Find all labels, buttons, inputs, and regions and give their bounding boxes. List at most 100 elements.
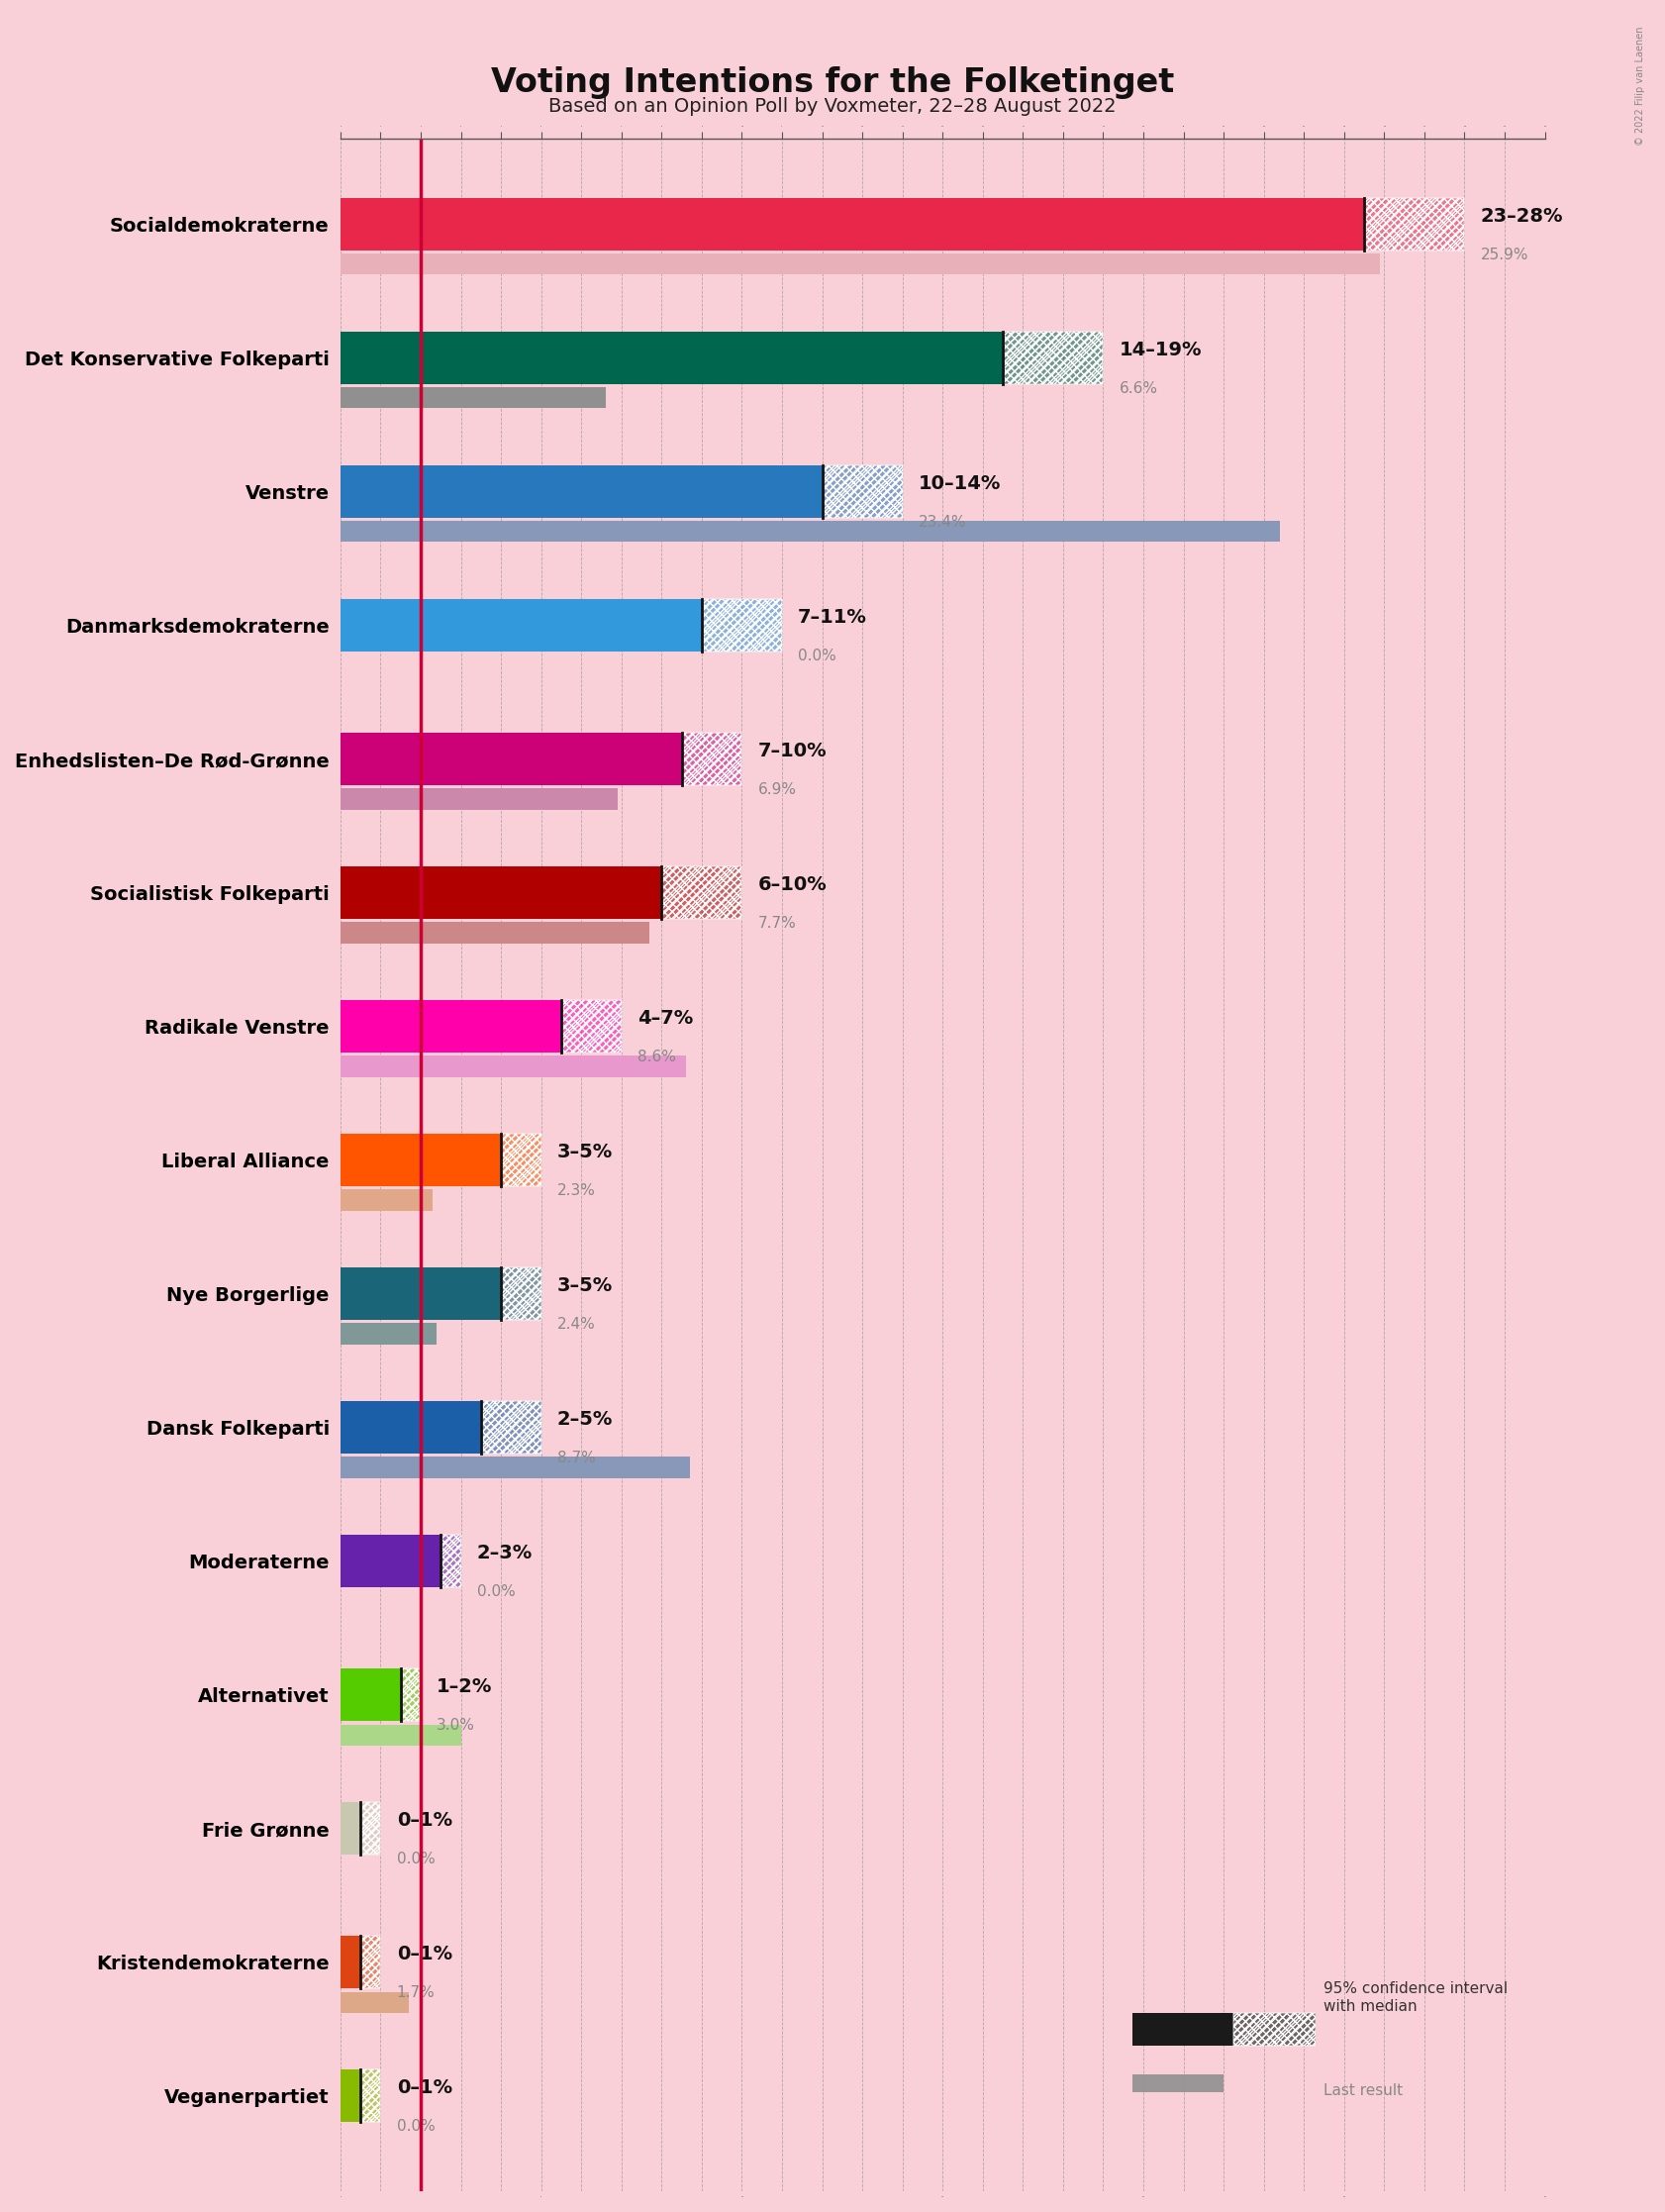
- Bar: [401, 1668, 421, 1721]
- Text: 1–2%: 1–2%: [436, 1677, 493, 1697]
- Bar: [360, 1803, 381, 1854]
- Text: 4–7%: 4–7%: [638, 1009, 693, 1029]
- Text: 0.0%: 0.0%: [396, 2119, 435, 2135]
- Bar: [1364, 197, 1465, 250]
- Bar: [1132, 2013, 1232, 2046]
- Bar: [401, 1668, 421, 1721]
- Text: 8.7%: 8.7%: [558, 1451, 596, 1464]
- Text: 3–5%: 3–5%: [558, 1144, 613, 1161]
- Bar: [340, 1055, 686, 1077]
- Bar: [1002, 332, 1104, 385]
- Text: 2–5%: 2–5%: [558, 1411, 613, 1429]
- Bar: [681, 732, 743, 785]
- Bar: [661, 867, 743, 918]
- Bar: [441, 1535, 461, 1588]
- Bar: [360, 2070, 381, 2121]
- Text: 6.6%: 6.6%: [1119, 380, 1157, 396]
- Bar: [1364, 197, 1465, 250]
- Bar: [401, 1668, 421, 1721]
- Bar: [501, 1135, 541, 1186]
- Bar: [340, 2070, 360, 2121]
- Bar: [501, 1267, 541, 1321]
- Bar: [360, 1936, 381, 1989]
- Bar: [340, 1535, 441, 1588]
- Bar: [340, 197, 1364, 250]
- Text: 0.0%: 0.0%: [396, 1851, 435, 1867]
- Bar: [1002, 332, 1104, 385]
- Bar: [360, 1803, 381, 1854]
- Bar: [823, 465, 902, 518]
- Text: 23.4%: 23.4%: [919, 515, 966, 529]
- Bar: [501, 1135, 541, 1186]
- Text: 8.6%: 8.6%: [638, 1048, 676, 1064]
- Text: 0.0%: 0.0%: [798, 648, 836, 664]
- Bar: [360, 2070, 381, 2121]
- Bar: [681, 732, 743, 785]
- Text: 3.0%: 3.0%: [436, 1719, 475, 1732]
- Text: 6–10%: 6–10%: [758, 876, 828, 894]
- Bar: [701, 599, 783, 653]
- Bar: [561, 1000, 621, 1053]
- Bar: [340, 1000, 561, 1053]
- Text: 0–1%: 0–1%: [396, 1812, 453, 1829]
- Bar: [681, 732, 743, 785]
- Bar: [1132, 2075, 1224, 2093]
- Bar: [340, 922, 649, 942]
- Bar: [501, 1135, 541, 1186]
- Text: 14–19%: 14–19%: [1119, 341, 1202, 361]
- Bar: [823, 465, 902, 518]
- Text: 95% confidence interval
with median: 95% confidence interval with median: [1324, 1982, 1508, 2013]
- Text: 7–11%: 7–11%: [798, 608, 867, 626]
- Bar: [561, 1000, 621, 1053]
- Bar: [701, 599, 783, 653]
- Bar: [360, 2070, 381, 2121]
- Text: 0.0%: 0.0%: [476, 1584, 514, 1599]
- Text: 2–3%: 2–3%: [476, 1544, 533, 1564]
- Bar: [340, 787, 618, 810]
- Bar: [661, 867, 743, 918]
- Text: 25.9%: 25.9%: [1480, 248, 1528, 261]
- Bar: [501, 1267, 541, 1321]
- Bar: [441, 1535, 461, 1588]
- Bar: [1232, 2013, 1315, 2046]
- Bar: [340, 599, 701, 653]
- Bar: [481, 1400, 541, 1453]
- Bar: [1002, 332, 1104, 385]
- Bar: [340, 1267, 501, 1321]
- Bar: [441, 1535, 461, 1588]
- Bar: [360, 1803, 381, 1854]
- Bar: [340, 1135, 501, 1186]
- Bar: [340, 1190, 433, 1210]
- Bar: [561, 1000, 621, 1053]
- Bar: [360, 1936, 381, 1989]
- Bar: [701, 599, 783, 653]
- Text: 3–5%: 3–5%: [558, 1276, 613, 1296]
- Bar: [481, 1400, 541, 1453]
- Bar: [340, 732, 681, 785]
- Bar: [340, 254, 1380, 274]
- Text: 1.7%: 1.7%: [396, 1986, 435, 2000]
- Bar: [340, 867, 661, 918]
- Bar: [340, 1991, 408, 2013]
- Bar: [340, 1803, 360, 1854]
- Text: 10–14%: 10–14%: [919, 473, 1001, 493]
- Text: Voting Intentions for the Folketinget: Voting Intentions for the Folketinget: [491, 66, 1174, 100]
- Bar: [340, 1323, 436, 1345]
- Text: Based on an Opinion Poll by Voxmeter, 22–28 August 2022: Based on an Opinion Poll by Voxmeter, 22…: [548, 97, 1117, 117]
- Bar: [340, 332, 1002, 385]
- Text: 6.9%: 6.9%: [758, 783, 796, 796]
- Bar: [481, 1400, 541, 1453]
- Text: © 2022 Filip van Laenen: © 2022 Filip van Laenen: [1635, 27, 1645, 146]
- Bar: [661, 867, 743, 918]
- Bar: [340, 1458, 689, 1478]
- Bar: [340, 522, 1280, 542]
- Bar: [340, 1668, 401, 1721]
- Text: 2.3%: 2.3%: [558, 1183, 596, 1199]
- Text: Last result: Last result: [1324, 2084, 1404, 2097]
- Bar: [1232, 2013, 1315, 2046]
- Text: 23–28%: 23–28%: [1480, 208, 1563, 226]
- Bar: [823, 465, 902, 518]
- Bar: [340, 1400, 481, 1453]
- Text: 7–10%: 7–10%: [758, 741, 828, 761]
- Text: 0–1%: 0–1%: [396, 1944, 453, 1964]
